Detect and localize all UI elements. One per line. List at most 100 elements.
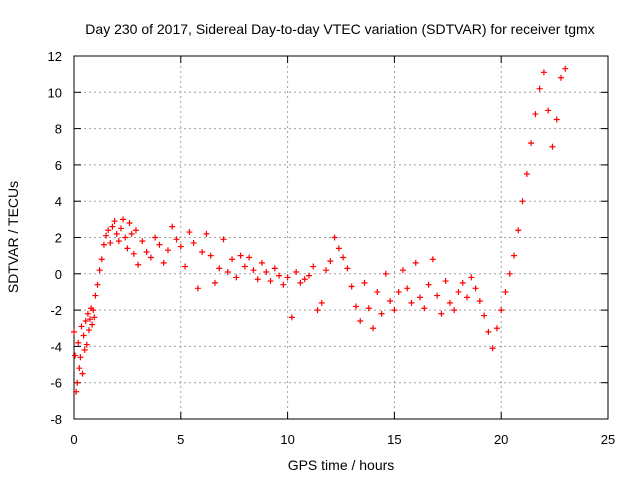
data-point <box>310 263 317 270</box>
data-point <box>301 276 308 283</box>
data-point <box>536 85 543 92</box>
data-point <box>152 234 159 241</box>
data-point <box>425 281 432 288</box>
data-point <box>481 312 488 319</box>
data-point <box>468 274 475 281</box>
data-point <box>132 227 139 234</box>
data-point <box>164 247 171 254</box>
data-point <box>83 341 90 348</box>
tick-labels: 0 5 10 15 20 25 -8 -6 -4 -2 0 2 4 6 8 10 12 <box>48 49 616 447</box>
data-point <box>246 254 253 261</box>
y-tick-label: -4 <box>50 339 62 354</box>
y-tick-label: 4 <box>55 194 62 209</box>
data-point <box>293 268 300 275</box>
data-point <box>455 288 462 295</box>
data-point <box>340 254 347 261</box>
data-point <box>84 310 91 317</box>
y-tick-label: 8 <box>55 122 62 137</box>
data-point <box>130 250 137 257</box>
data-point <box>74 379 81 386</box>
data-point <box>532 111 539 118</box>
data-point <box>229 256 236 263</box>
y-tick-label: -6 <box>50 376 62 391</box>
data-point <box>528 140 535 147</box>
x-tick-label: 25 <box>601 432 615 447</box>
data-point <box>81 347 88 354</box>
data-point <box>429 256 436 263</box>
data-point <box>489 345 496 352</box>
data-point <box>98 256 105 263</box>
data-point <box>77 354 84 361</box>
data-point <box>562 65 569 72</box>
data-point <box>523 170 530 177</box>
data-point <box>344 265 351 272</box>
data-point <box>378 310 385 317</box>
data-point <box>79 370 86 377</box>
data-point <box>75 339 82 346</box>
data-point <box>177 243 184 250</box>
y-tick-label: -8 <box>50 412 62 427</box>
data-point <box>173 236 180 243</box>
data-point <box>113 230 120 237</box>
data-point <box>549 143 556 150</box>
data-point <box>318 299 325 306</box>
x-tick-label: 0 <box>70 432 77 447</box>
data-point <box>89 321 96 328</box>
data-point <box>370 325 377 332</box>
data-point <box>408 299 415 306</box>
data-point <box>263 268 270 275</box>
data-point <box>190 239 197 246</box>
data-point <box>233 274 240 281</box>
data-point <box>387 298 394 305</box>
data-point <box>305 272 312 279</box>
data-point <box>280 281 287 288</box>
data-point <box>464 294 471 301</box>
data-point <box>126 219 133 226</box>
data-point <box>361 279 368 286</box>
data-point <box>357 317 364 324</box>
data-point <box>391 307 398 314</box>
data-point <box>284 274 291 281</box>
data-point <box>143 249 150 256</box>
data-point <box>553 116 560 123</box>
data-point <box>399 267 406 274</box>
data-point <box>224 268 231 275</box>
data-point <box>241 263 248 270</box>
data-point <box>169 223 176 230</box>
data-point <box>540 69 547 76</box>
data-point <box>412 259 419 266</box>
data-point <box>545 107 552 114</box>
data-point <box>348 283 355 290</box>
data-point <box>100 241 107 248</box>
data-point <box>139 238 146 245</box>
data-point <box>250 267 257 274</box>
data-point <box>135 261 142 268</box>
data-point <box>122 234 129 241</box>
data-point <box>216 265 223 272</box>
data-point <box>493 325 500 332</box>
grid-lines <box>74 56 608 419</box>
data-point <box>103 232 110 239</box>
data-point <box>111 218 118 225</box>
data-point <box>186 229 193 236</box>
x-tick-label: 10 <box>280 432 294 447</box>
data-point <box>147 254 154 261</box>
y-tick-label: 12 <box>48 49 62 64</box>
data-point <box>124 245 131 252</box>
data-point <box>128 230 135 237</box>
data-point <box>297 279 304 286</box>
x-tick-label: 5 <box>177 432 184 447</box>
data-point <box>105 227 112 234</box>
data-point <box>115 238 122 245</box>
y-tick-label: 2 <box>55 231 62 246</box>
data-point <box>94 281 101 288</box>
data-point <box>331 234 338 241</box>
data-point <box>335 245 342 252</box>
data-point <box>404 285 411 292</box>
data-point <box>71 328 77 335</box>
data-point <box>72 352 79 359</box>
data-point <box>442 278 449 285</box>
data-point <box>254 276 261 283</box>
data-point <box>446 299 453 306</box>
